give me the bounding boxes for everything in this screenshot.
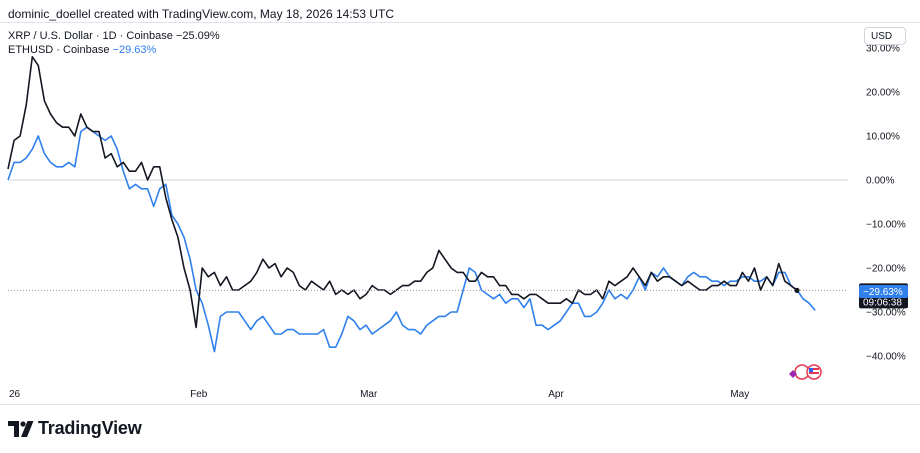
y-tick-label: −30.00% [866, 308, 906, 319]
legend-xrp-value: −25.09% [175, 30, 220, 42]
legend-eth-label: ETHUSD · Coinbase [8, 44, 110, 56]
tradingview-wordmark: TradingView [38, 418, 142, 438]
price-chart[interactable]: 30.00% 20.00% 10.00% 0.00% −10.00% −20.00% −30… [0, 0, 920, 405]
x-tick-label: May [730, 389, 749, 400]
y-tick-label: 30.00% [866, 44, 900, 55]
flag-canton [809, 368, 813, 372]
eth-price-tag [859, 285, 908, 298]
x-tick-label: 26 [9, 389, 21, 400]
y-tick-label: −10.00% [866, 220, 906, 231]
sparkle-icon [789, 370, 797, 378]
eth-series-line [7, 126, 816, 353]
x-tick-label: Feb [190, 389, 208, 400]
eth-price-tag-value: −29.63% [863, 287, 903, 298]
xrp-countdown: 09:06:38 [863, 297, 902, 308]
xrp-series-line [7, 55, 798, 329]
y-tick-label: 20.00% [866, 88, 900, 99]
flag-stripe [809, 372, 819, 374]
tradingview-logo-icon [8, 420, 34, 437]
flag-stripe [809, 368, 819, 370]
x-tick-label: Mar [360, 389, 378, 400]
chart-area[interactable] [0, 22, 920, 405]
legend-xrp-label: XRP / U.S. Dollar · 1D · Coinbase [8, 30, 173, 42]
legend-eth-value: −29.63% [112, 44, 157, 56]
legend-xrp[interactable]: XRP / U.S. Dollar · 1D · Coinbase −25.09… [8, 30, 220, 42]
y-tick-label: 10.00% [866, 132, 900, 143]
currency-selector[interactable]: USD [864, 27, 906, 45]
y-tick-label: −40.00% [866, 352, 906, 363]
xrp-last-point [794, 287, 800, 293]
chart-credit: dominic_doellel created with TradingView… [8, 7, 394, 21]
legend-eth[interactable]: ETHUSD · Coinbase −29.63% [8, 44, 156, 56]
y-tick-label: −20.00% [866, 264, 906, 275]
x-tick-label: Apr [548, 389, 564, 400]
y-tick-label: 0.00% [866, 176, 894, 187]
tradingview-logo[interactable]: TradingView [8, 418, 142, 439]
